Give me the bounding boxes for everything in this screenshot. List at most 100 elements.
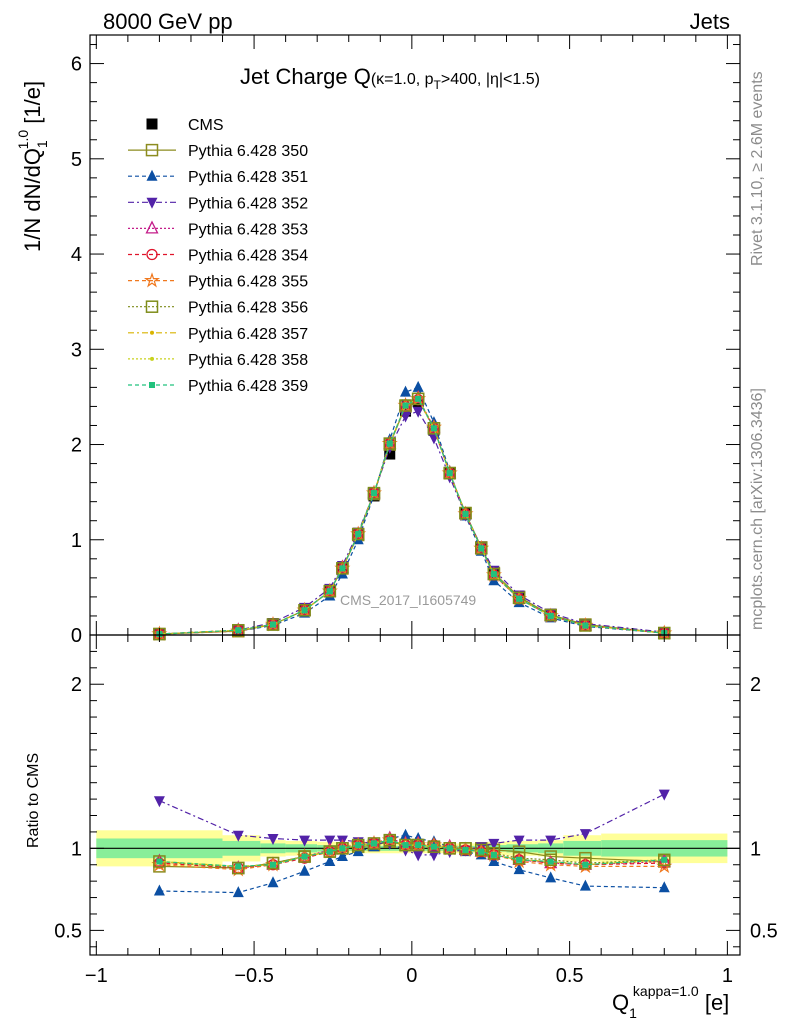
- marker-triangle-up: [658, 881, 670, 893]
- marker-open-square: [383, 833, 397, 847]
- marker-open-square: [579, 856, 592, 870]
- marker-open-square: [298, 603, 311, 617]
- marker-triangle-down: [324, 835, 336, 847]
- marker-open-star: [230, 861, 247, 877]
- marker-triangle-down: [153, 796, 165, 808]
- legend-label: Pythia 6.428 353: [188, 221, 308, 238]
- header-left-label: 8000 GeV pp: [103, 9, 233, 34]
- axis-ticks: −1 −0.5 0 0.5 1 0 1 2 3 4 5 6 0.5 0.5 1 1 2 2: [54, 35, 778, 987]
- mcplots-side-label: mcplots.cern.ch [arXiv:1306.3436]: [749, 388, 766, 630]
- marker-open-square: [336, 842, 349, 855]
- y-tick-label: 2: [71, 435, 82, 457]
- marker-small-square: [478, 848, 485, 855]
- y-tick-label: 4: [71, 244, 82, 266]
- marker-triangle-down: [412, 850, 424, 862]
- y-tick-label: 1: [71, 530, 82, 552]
- series-pythia-6-428-359: [156, 395, 668, 638]
- ratio-y-tick-label: 1: [71, 838, 82, 860]
- marker-open-star: [230, 622, 247, 638]
- legend-item: Pythia 6.428 352: [128, 195, 308, 212]
- marker-small-square: [516, 595, 523, 602]
- marker-triangle-up: [579, 879, 591, 891]
- x-tick-label: 1: [722, 965, 733, 987]
- marker-dot: [150, 330, 154, 335]
- marker-open-square: [351, 527, 365, 541]
- legend-label: Pythia 6.428 351: [188, 169, 308, 186]
- legend-label: Pythia 6.428 359: [188, 378, 308, 395]
- marker-triangle-up: [232, 886, 244, 898]
- ratio-y-tick-label-right: 1: [750, 838, 761, 860]
- marker-small-square: [547, 612, 554, 619]
- legend-label: Pythia 6.428 356: [188, 300, 308, 317]
- marker-open-square: [383, 437, 397, 450]
- marker-triangle-down: [513, 835, 525, 847]
- ratio-y-tick-label-right: 0.5: [750, 920, 778, 942]
- marker-small-square: [430, 425, 437, 432]
- series-pythia-6-428-359: [156, 837, 668, 870]
- marker-triangle-down: [488, 838, 500, 850]
- legend-item: Pythia 6.428 355: [128, 272, 308, 291]
- marker-small-square: [547, 858, 554, 865]
- marker-open-square: [459, 506, 472, 520]
- legend-item: Pythia 6.428 354: [128, 248, 308, 265]
- marker-open-square: [145, 300, 159, 313]
- marker-open-square: [579, 619, 592, 632]
- marker-small-square: [430, 843, 437, 850]
- marker-square: [384, 448, 396, 460]
- y-tick-label: 5: [71, 149, 82, 171]
- legend-item: Pythia 6.428 356: [128, 300, 308, 317]
- marker-open-star: [143, 272, 161, 288]
- legend-item: Pythia 6.428 357: [128, 326, 308, 343]
- legend-label: Pythia 6.428 355: [188, 274, 308, 291]
- marker-triangle-down: [232, 830, 244, 842]
- marker-small-square: [301, 853, 308, 860]
- legend-label: Pythia 6.428 354: [188, 248, 308, 265]
- marker-open-square: [427, 422, 441, 435]
- marker-small-square: [490, 851, 497, 858]
- marker-open-square: [323, 845, 337, 858]
- marker-triangle-up: [153, 884, 165, 896]
- marker-small-square: [490, 571, 497, 578]
- legend-item: Pythia 6.428 353: [128, 220, 308, 238]
- series-line: [159, 834, 665, 894]
- legend-label: CMS: [188, 117, 224, 134]
- marker-small-square: [582, 622, 589, 629]
- marker-open-square: [459, 842, 472, 855]
- marker-small-square: [370, 840, 377, 847]
- marker-triangle-up: [400, 828, 412, 840]
- marker-open-square: [512, 591, 526, 605]
- ratio-y-tick-label: 2: [71, 674, 82, 696]
- marker-triangle-up: [412, 380, 424, 392]
- marker-triangle-down: [412, 406, 424, 418]
- legend-item: Pythia 6.428 350: [128, 143, 308, 160]
- marker-square: [146, 118, 158, 130]
- marker-small-square: [462, 511, 469, 518]
- legend-item: Pythia 6.428 359: [128, 378, 308, 395]
- marker-small-square: [446, 845, 453, 852]
- marker-triangle-down: [579, 829, 591, 841]
- series-line: [159, 839, 665, 868]
- marker-small-square: [156, 858, 163, 865]
- marker-triangle-up: [324, 854, 336, 866]
- marker-open-square: [336, 562, 349, 575]
- marker-dot: [150, 356, 154, 361]
- marker-open-square: [443, 466, 456, 480]
- marker-open-square: [323, 584, 337, 598]
- header-right-label: Jets: [690, 9, 730, 34]
- marker-small-square: [355, 842, 362, 849]
- marker-triangle-down: [428, 850, 440, 862]
- ratio-y-axis-label: Ratio to CMS: [25, 753, 42, 848]
- marker-triangle-up: [299, 864, 311, 876]
- marker-open-square: [232, 861, 245, 875]
- marker-small-square: [355, 531, 362, 538]
- marker-triangle-down: [267, 833, 279, 845]
- marker-small-square: [462, 846, 469, 853]
- marker-open-square: [367, 486, 381, 500]
- marker-small-square: [415, 395, 422, 402]
- top-y-axis-label: 1/N dN/dQ11.0 [1/e]: [15, 81, 50, 252]
- ratio-panel-series: [151, 789, 673, 898]
- marker-open-square: [411, 392, 425, 406]
- ratio-frame: [89, 634, 741, 956]
- plot-title: Jet Charge Q(κ=1.0, pT>400, |η|<1.5): [240, 64, 540, 92]
- marker-small-square: [582, 861, 589, 868]
